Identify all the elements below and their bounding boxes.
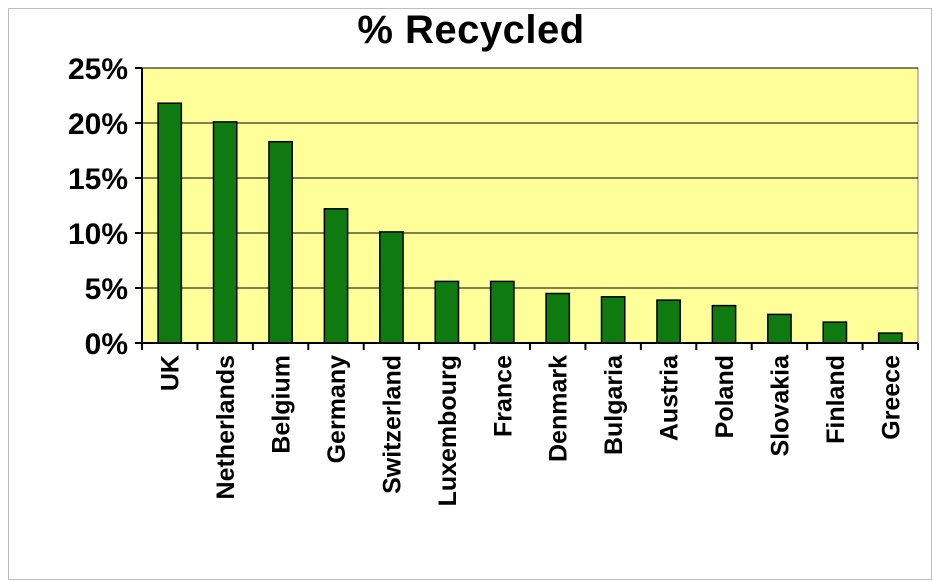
x-tick-label: Poland: [711, 355, 739, 438]
x-tick-label: Finland: [822, 355, 850, 444]
y-tick-label: 10%: [68, 218, 128, 251]
x-tick-label: Greece: [877, 355, 905, 440]
x-tick-label: Bulgaria: [600, 354, 628, 455]
x-tick-label: Luxembourg: [434, 355, 462, 506]
bar-slovakia: [767, 313, 792, 344]
bar-finland: [822, 321, 848, 344]
bar-netherlands: [212, 121, 238, 344]
bar-bulgaria: [600, 296, 626, 344]
y-tick-label: 0%: [85, 328, 128, 361]
y-tick-labels: 0% 5% 10% 15% 20% 25%: [68, 53, 128, 361]
axes: [135, 67, 919, 350]
bar-belgium: [268, 140, 293, 344]
x-tick-label: Germany: [323, 355, 351, 463]
plot-area: [141, 67, 919, 344]
x-tick-label: Netherlands: [212, 355, 240, 499]
chart-title: % Recycled: [357, 8, 585, 52]
bar-poland: [711, 304, 737, 344]
x-tick-label: Denmark: [545, 355, 573, 462]
x-tick-label: Switzerland: [378, 355, 406, 494]
chart-border: [8, 8, 932, 580]
bar-luxembourg: [434, 280, 460, 344]
y-tick-label: 20%: [68, 108, 128, 141]
bar-france: [489, 280, 515, 344]
y-tick-label: 25%: [68, 53, 128, 86]
x-tick-label: UK: [157, 355, 185, 391]
bar-germany: [323, 208, 349, 344]
bar-greece: [877, 332, 903, 344]
x-tick-label: Austria: [656, 354, 684, 441]
bar-austria: [656, 299, 681, 344]
x-tick-label: Belgium: [268, 355, 296, 454]
x-tick-label: France: [489, 355, 517, 437]
y-tick-label: 15%: [68, 163, 128, 196]
bar-denmark: [545, 292, 571, 344]
bar-switzerland: [379, 231, 404, 344]
x-tick-labels: UK Netherlands Belgium Germany Switzerland Lu…: [157, 354, 906, 507]
x-tick-label: Slovakia: [766, 354, 794, 457]
bars: [157, 102, 903, 344]
y-tick-label: 5%: [85, 273, 128, 306]
bar-uk: [157, 102, 183, 344]
